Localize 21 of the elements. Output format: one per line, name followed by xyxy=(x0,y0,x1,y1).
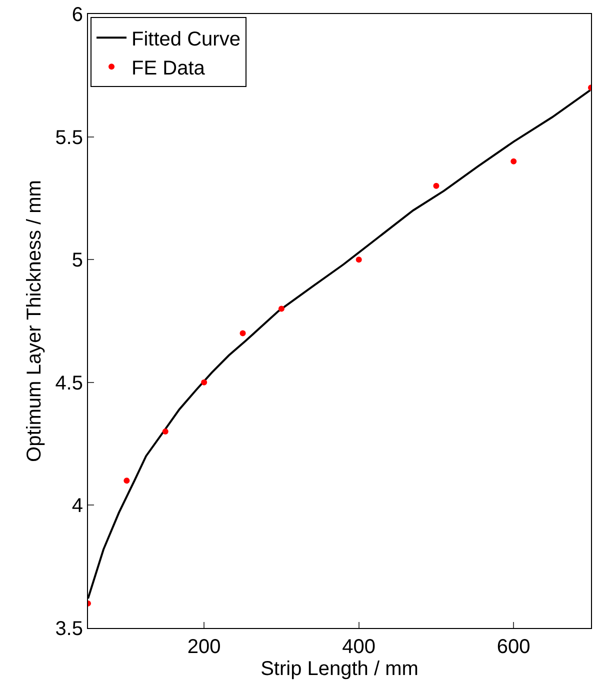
y-tick-label: 4 xyxy=(72,495,83,518)
legend-label: Fitted Curve xyxy=(132,28,240,50)
point xyxy=(240,330,246,336)
y-tick-label: 3.5 xyxy=(55,618,83,640)
point xyxy=(278,306,284,312)
point xyxy=(433,182,440,189)
x-axis-title: Strip Length / mm xyxy=(260,658,418,680)
x-tick-label: 200 xyxy=(187,636,221,658)
x-tick-label: 600 xyxy=(496,636,530,658)
y-axis-title: Optimum Layer Thickness / mm xyxy=(24,180,46,462)
y-tick-label: 5 xyxy=(72,250,83,272)
point xyxy=(162,428,168,435)
point xyxy=(356,256,362,263)
y-tick-label: 5.5 xyxy=(55,126,83,149)
y-tick-label: 6 xyxy=(72,4,83,26)
y-tick-label: 4.5 xyxy=(55,372,83,394)
legend-label: FE Data xyxy=(132,57,206,80)
x-tick-label: 400 xyxy=(342,636,376,658)
point xyxy=(201,379,208,386)
point xyxy=(124,478,130,484)
point xyxy=(510,158,517,164)
